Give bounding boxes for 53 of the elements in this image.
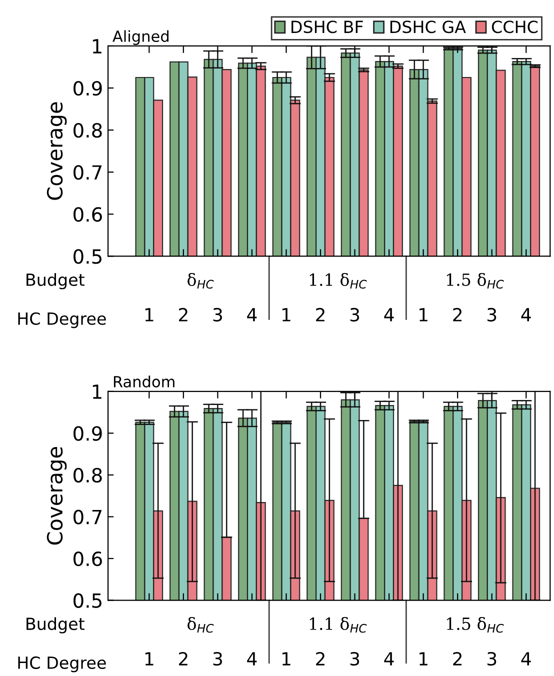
x-tick-label: 2: [316, 652, 324, 666]
x-tick-label: 1: [282, 652, 290, 666]
x-tick-label: 4: [247, 308, 257, 322]
x-tick-label: 3: [350, 652, 360, 666]
text: 1.1 δ$_{HC}$: [310, 272, 367, 289]
text: δ$_{HC}$: [188, 272, 214, 289]
y-tick-label: 0.5: [74, 593, 102, 608]
chart-title: Random: [114, 376, 174, 388]
x-tick-label: 2: [179, 308, 188, 322]
legend-label: DSHC BF: [292, 20, 363, 34]
y-tick-label: 1: [92, 39, 102, 54]
y-tick-label: 1: [92, 384, 102, 399]
text: δ$_{HC}$: [188, 617, 214, 633]
x-tick-label: 4: [384, 308, 394, 322]
y-tick-label: 0.9: [74, 80, 102, 96]
y-axis-title: Coverage: [46, 447, 67, 545]
y-tick-label: 0.9: [74, 426, 102, 441]
x-tick-label: 2: [316, 308, 324, 322]
text: 1.5 δ$_{HC}$: [447, 272, 504, 289]
text: 1.5 δ$_{HC}$: [447, 617, 504, 633]
x-tick-label: 1: [282, 308, 290, 322]
text: HC Degree: [18, 656, 106, 672]
y-tick-label: 0.7: [74, 510, 102, 524]
y-tick-label: 0.8: [74, 468, 102, 483]
y-tick-label: 0.5: [74, 249, 102, 264]
text: HC Degree: [18, 312, 106, 328]
y-tick-label: 0.8: [74, 123, 102, 138]
x-tick-label: 4: [384, 652, 394, 666]
y-tick-label: 0.6: [74, 551, 102, 566]
y-tick-label: 0.6: [74, 207, 102, 222]
y-axis-title: Coverage: [46, 102, 67, 200]
x-tick-label: 3: [487, 308, 496, 322]
legend-label: DSHC GA: [390, 20, 466, 34]
text: Budget: [26, 617, 84, 634]
x-tick-label: 2: [453, 652, 462, 666]
x-tick-label: 1: [420, 652, 428, 666]
x-tick-label: 4: [521, 308, 531, 322]
x-tick-label: 4: [521, 652, 531, 666]
x-tick-label: 3: [350, 308, 360, 322]
x-tick-label: 3: [213, 652, 222, 666]
text: 1.1 δ$_{HC}$: [310, 617, 367, 633]
chart-title: Aligned: [112, 30, 168, 45]
text: Budget: [26, 273, 84, 290]
legend-label: CCHC: [492, 20, 538, 34]
x-tick-label: 1: [145, 308, 154, 322]
x-tick-label: 2: [179, 652, 188, 666]
x-tick-label: 3: [213, 308, 222, 322]
y-tick-label: 0.7: [74, 165, 102, 180]
x-tick-label: 3: [487, 652, 496, 666]
x-tick-label: 4: [247, 652, 257, 666]
x-tick-label: 2: [453, 308, 462, 322]
x-tick-label: 1: [420, 308, 428, 322]
x-tick-label: 1: [145, 652, 154, 666]
